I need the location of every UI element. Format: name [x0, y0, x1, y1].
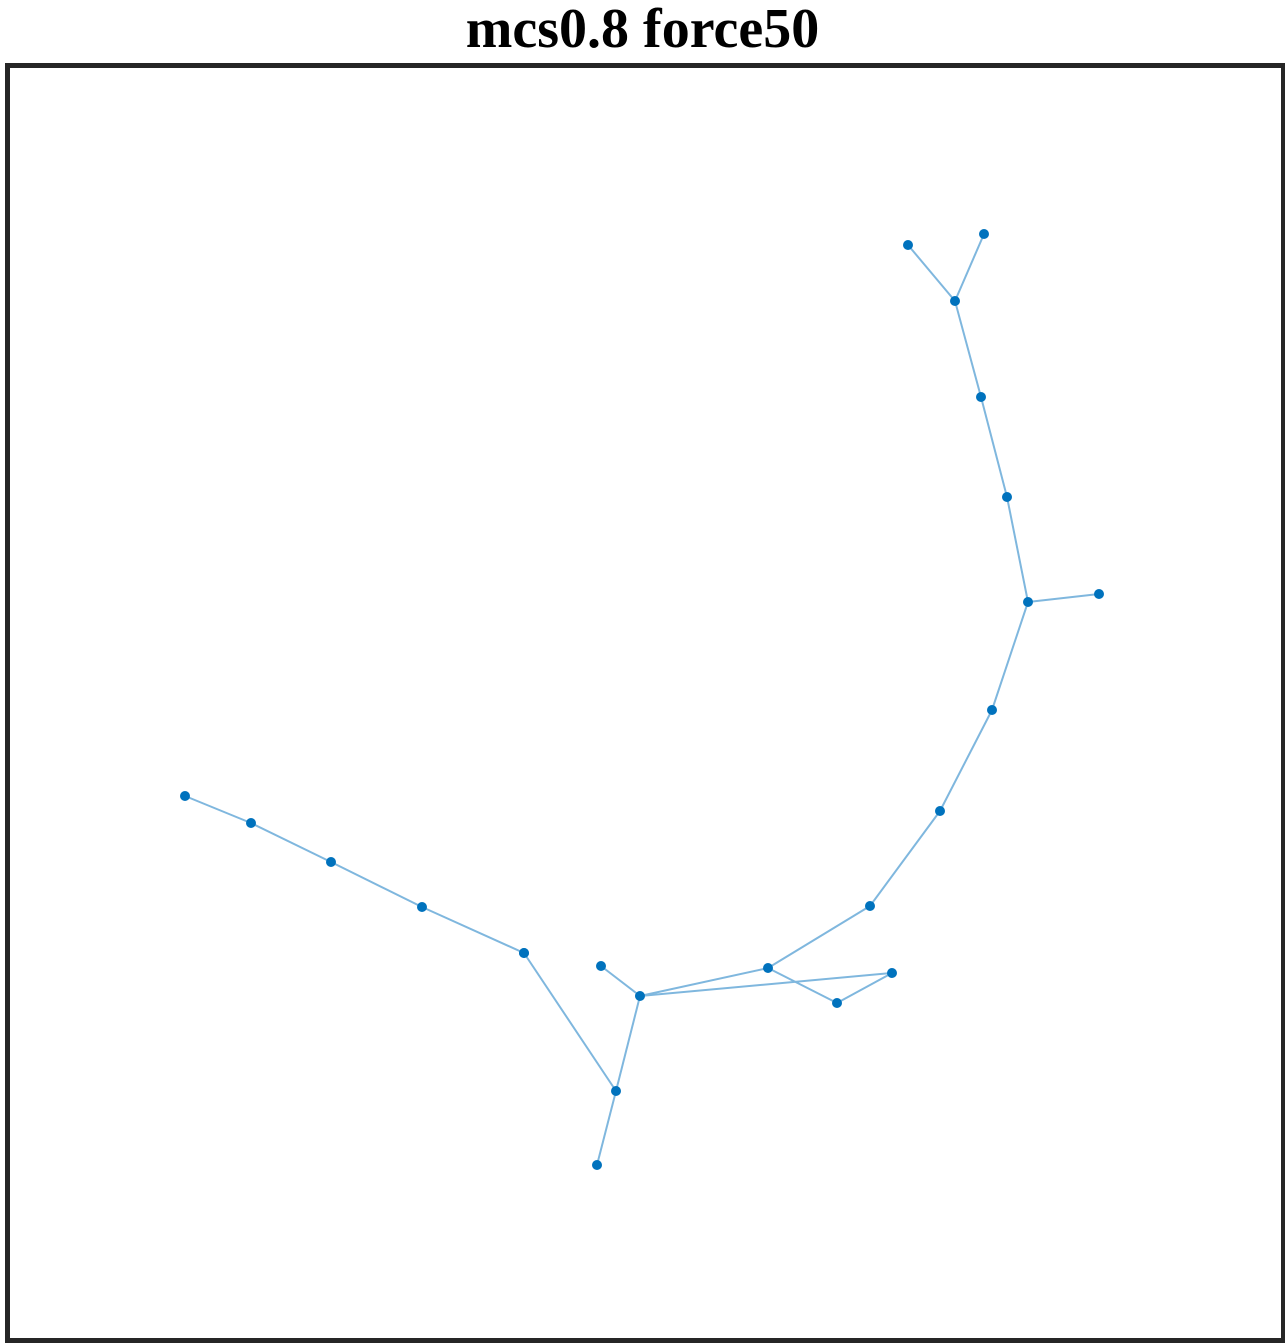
graph-edge-n11-n13 [767, 967, 838, 1004]
graph-node-n18 [596, 961, 606, 971]
plot-area [5, 63, 1285, 1343]
graph-edge-n15-n17 [596, 1090, 617, 1166]
graph-edge-n12-n14 [639, 972, 893, 997]
graph-node-n14 [887, 968, 897, 978]
graph-edge-n3-n4 [954, 300, 982, 398]
graph-node-n10 [865, 901, 875, 911]
graph-node-n20 [417, 902, 427, 912]
graph-node-n5 [1002, 492, 1012, 502]
graph-node-n19 [519, 948, 529, 958]
graph-node-n11 [763, 963, 773, 973]
graph-edge-n13-n14 [836, 972, 893, 1004]
graph-node-n3 [950, 296, 960, 306]
graph-node-n15 [611, 1086, 621, 1096]
graph-edge-n22-n23 [184, 795, 252, 824]
graph-node-n12 [635, 991, 645, 1001]
graph-node-n17 [592, 1160, 602, 1170]
graph-edge-n2-n3 [954, 233, 985, 302]
graph-edge-n21-n22 [250, 822, 332, 863]
graph-edge-n6-n7 [1027, 593, 1100, 603]
graph-edge-n20-n21 [330, 861, 423, 908]
graph-node-n7 [1094, 589, 1104, 599]
graph-edge-n19-n20 [421, 906, 525, 954]
graph-edge-n9-n10 [869, 810, 941, 907]
graph-node-n4 [976, 392, 986, 402]
graph-node-n21 [326, 857, 336, 867]
graph-edge-n12-n15 [615, 995, 641, 1092]
graph-node-n22 [246, 818, 256, 828]
graph-edge-n5-n6 [1006, 496, 1029, 603]
graph-edge-n12-n18 [600, 965, 641, 997]
graph-node-n23 [180, 791, 190, 801]
graph-node-n8 [987, 705, 997, 715]
graph-edge-n15-n16 [523, 952, 617, 1092]
graph-node-n9 [935, 806, 945, 816]
graph-node-n6 [1023, 597, 1033, 607]
graph-edge-n1-n3 [907, 244, 956, 302]
graph-edge-n10-n11 [767, 905, 871, 969]
graph-edge-n4-n5 [980, 396, 1008, 498]
graph-edge-n6-n8 [991, 601, 1029, 711]
graph-node-n13 [832, 998, 842, 1008]
nodes-layer [180, 229, 1104, 1170]
graph-node-n1 [903, 240, 913, 250]
edges-layer [184, 233, 1100, 1166]
graph-edge-n11-n12 [639, 967, 769, 997]
graph-edge-n8-n9 [939, 709, 993, 812]
graph-node-n2 [979, 229, 989, 239]
figure-title: mcs0.8 force50 [465, 0, 820, 60]
